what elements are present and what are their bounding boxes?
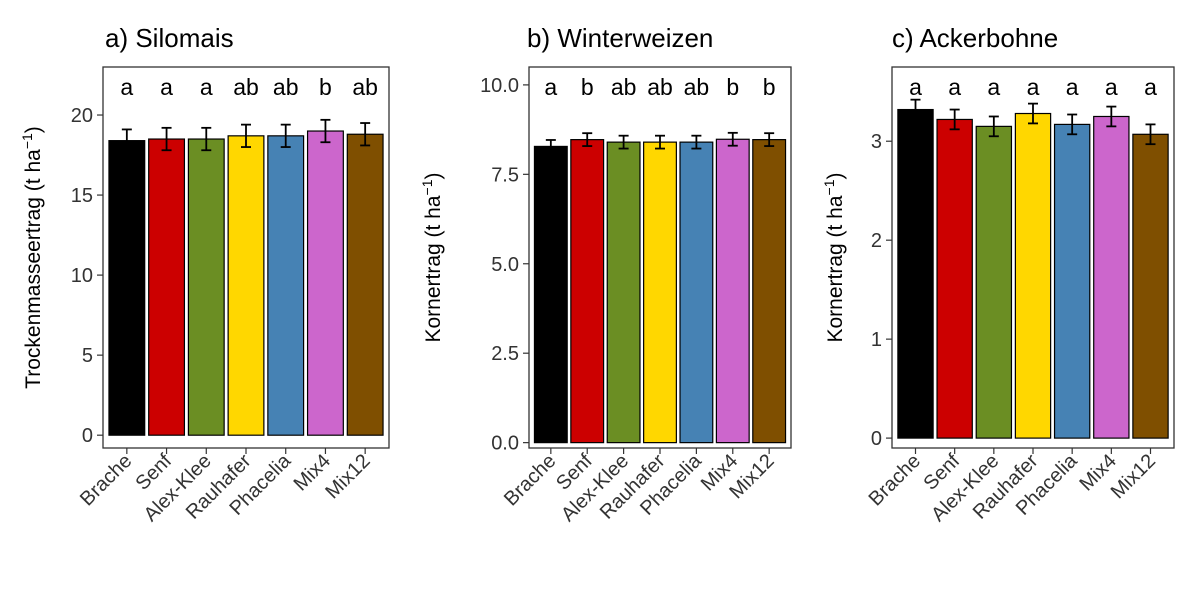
bar (306, 130, 344, 436)
significance-letter: a (1066, 74, 1079, 100)
significance-letter: a (544, 74, 557, 100)
bar (606, 141, 641, 444)
significance-letter: a (1027, 74, 1040, 100)
y-tick-label: 20 (71, 105, 93, 127)
bar (148, 138, 186, 436)
y-axis-label-text: Kornertrag (t ha (824, 195, 847, 342)
panel-title: a) Silomais (105, 23, 234, 53)
bar (752, 139, 787, 444)
significance-letter: a (948, 74, 961, 100)
bar (533, 145, 568, 444)
x-tick-label: Mix12 (321, 450, 374, 503)
y-tick-label: 5 (82, 345, 93, 367)
significance-letter: a (987, 74, 1000, 100)
y-axis-label-close: ) (824, 172, 847, 179)
panel-ackerbohne: c) Ackerbohne Kornertrag (t ha−1) 0 1 2 3 a Bra… (821, 23, 1175, 526)
panel-border (528, 66, 792, 449)
y-tick-label: 0.0 (491, 433, 519, 455)
significance-letter: a (1105, 74, 1118, 100)
significance-letter: a (120, 74, 133, 100)
significance-letter: b (581, 74, 594, 100)
x-tick-label: Brache (500, 450, 560, 510)
significance-letter: a (160, 74, 173, 100)
y-tick-label: 3 (871, 131, 882, 153)
panel-silomais: a) Silomais Trockenmasseertrag (t ha−1) 0 5… (19, 23, 390, 526)
bar (643, 141, 677, 444)
significance-letter: ab (273, 74, 299, 100)
significance-letter: ab (611, 74, 637, 100)
significance-letter: a (1144, 74, 1157, 100)
y-tick-label: 15 (71, 185, 93, 207)
y-axis-label-close: ) (422, 172, 445, 179)
bar (1132, 133, 1169, 439)
bar (679, 141, 714, 444)
significance-letter: ab (684, 74, 710, 100)
y-axis-label-text: Kornertrag (t ha (422, 195, 445, 342)
bar (346, 133, 384, 436)
bar (975, 125, 1013, 439)
panel-title: b) Winterweizen (527, 23, 713, 53)
y-axis-label: Kornertrag (t ha−1) (821, 172, 847, 342)
y-axis-label: Kornertrag (t ha−1) (419, 172, 445, 342)
significance-letter: a (200, 74, 213, 100)
y-axis-label-text: Trockenmasseertrag (t ha (22, 149, 45, 389)
panel-border (891, 66, 1175, 449)
y-tick-label: 1 (871, 329, 882, 351)
significance-letter: b (763, 74, 776, 100)
bar (897, 108, 934, 439)
bar (108, 140, 146, 436)
y-axis-label-close: ) (22, 126, 45, 133)
bar (267, 135, 305, 436)
bar (1014, 112, 1052, 439)
y-axis-label: Trockenmasseertrag (t ha−1) (19, 126, 45, 389)
bar (936, 118, 973, 439)
significance-letter: ab (647, 74, 673, 100)
bar (1093, 115, 1130, 439)
significance-letter: b (726, 74, 739, 100)
y-tick-label: 5.0 (491, 254, 519, 276)
y-tick-label: 2 (871, 230, 882, 252)
y-tick-label: 10.0 (480, 75, 519, 97)
bar (715, 138, 750, 444)
bar (570, 139, 605, 444)
x-tick-label: Brache (865, 450, 925, 510)
panel-title: c) Ackerbohne (892, 23, 1058, 53)
y-axis-label-exponent: −1 (419, 179, 435, 195)
bar (187, 138, 225, 436)
x-tick-label: Mix12 (1107, 450, 1160, 503)
panel-border (102, 66, 390, 449)
y-tick-label: 0 (871, 428, 882, 450)
y-tick-label: 2.5 (491, 343, 519, 365)
y-tick-label: 7.5 (491, 164, 519, 186)
significance-letter: ab (352, 74, 378, 100)
y-axis-label-exponent: −1 (821, 179, 837, 195)
y-tick-label: 0 (82, 425, 93, 447)
bar (227, 135, 265, 436)
panel-winterweizen: b) Winterweizen Kornertrag (t ha−1) 0.0 2.5… (419, 23, 792, 526)
y-axis-label-exponent: −1 (19, 133, 35, 149)
x-tick-label: Brache (76, 450, 136, 510)
significance-letter: a (909, 74, 922, 100)
significance-letter: ab (233, 74, 259, 100)
bar (1053, 123, 1091, 439)
significance-letter: b (319, 74, 332, 100)
y-tick-label: 10 (71, 265, 93, 287)
